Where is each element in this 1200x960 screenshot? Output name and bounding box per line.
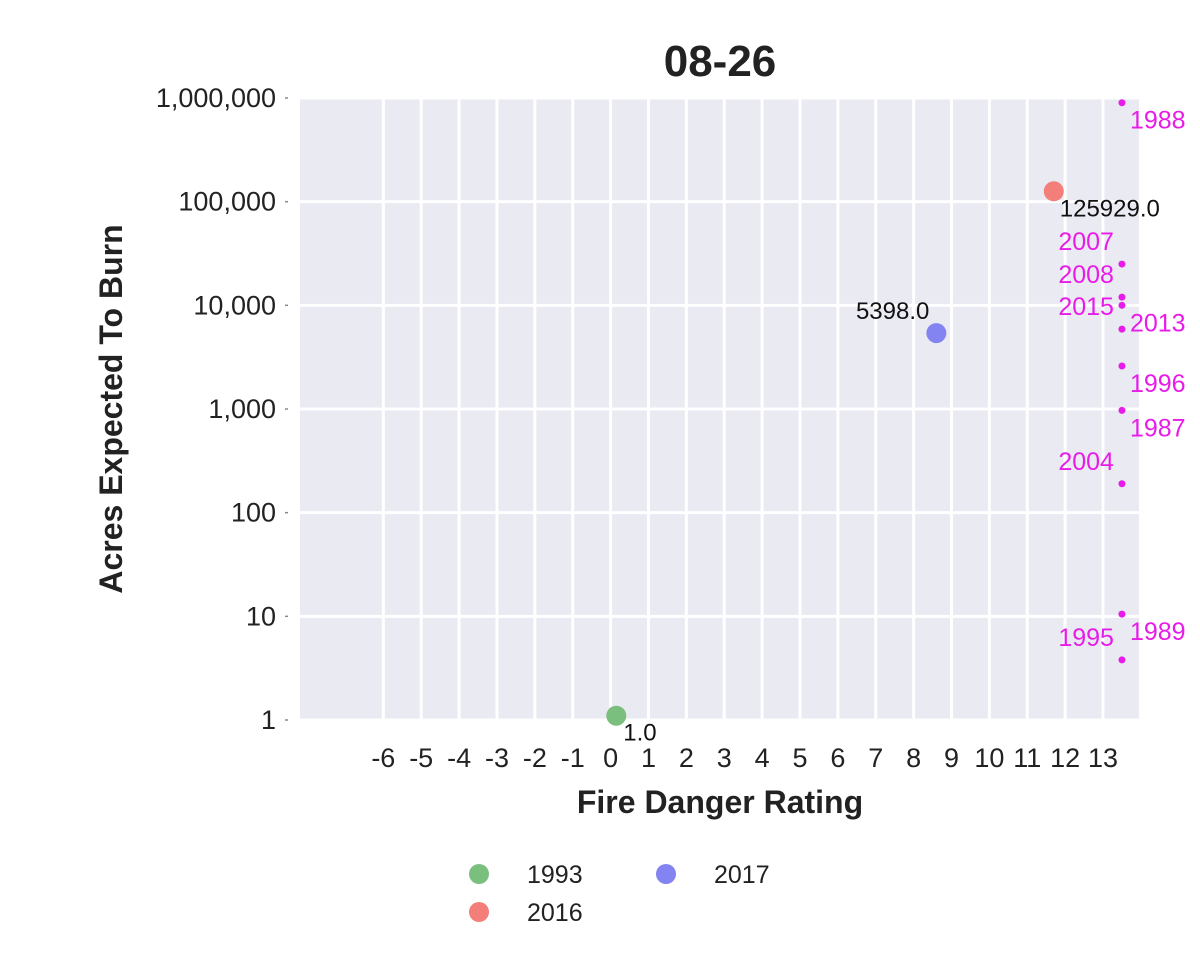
x-tick-label: 10 — [974, 743, 1004, 773]
y-tick-label: 1,000,000 — [156, 83, 276, 113]
legend-marker — [469, 864, 489, 884]
chart-title: 08-26 — [664, 37, 777, 86]
x-tick-label: -6 — [371, 743, 395, 773]
x-tick-label: 13 — [1088, 743, 1118, 773]
data-point — [606, 705, 627, 726]
historical-point — [1118, 406, 1126, 414]
historical-point — [1118, 301, 1126, 309]
y-tick-label: 1,000 — [208, 394, 276, 424]
data-points: 1.0 125929.0 5398.0 — [606, 181, 1160, 747]
y-axis-label: Acres Expected To Burn — [93, 224, 129, 593]
legend-marker — [469, 902, 489, 922]
historical-year-label: 2008 — [1058, 261, 1114, 289]
x-tick-label: 7 — [868, 743, 883, 773]
x-tick-label: -5 — [409, 743, 433, 773]
legend-marker — [656, 864, 676, 884]
y-tick-label: 100 — [231, 498, 276, 528]
x-tick-label: 5 — [792, 743, 807, 773]
historical-year-label: 1996 — [1130, 370, 1186, 398]
y-tick-label: 100,000 — [178, 187, 276, 217]
grid-lines — [300, 96, 1139, 722]
historical-point — [1118, 656, 1126, 664]
historical-point — [1118, 260, 1126, 268]
x-axis-label: Fire Danger Rating — [577, 784, 863, 820]
y-tick-label: 10,000 — [193, 290, 276, 320]
x-tick-label: -1 — [561, 743, 585, 773]
historical-year-label: 2004 — [1058, 448, 1114, 476]
x-tick-label: 9 — [944, 743, 959, 773]
x-tick-label: -4 — [447, 743, 471, 773]
x-tick-label: 8 — [906, 743, 921, 773]
data-label: 1.0 — [623, 720, 656, 747]
x-tick-label: 0 — [603, 743, 618, 773]
data-label: 125929.0 — [1060, 195, 1160, 222]
y-tick-label: 10 — [246, 601, 276, 631]
x-tick-label: -3 — [485, 743, 509, 773]
x-tick-label: 6 — [830, 743, 845, 773]
historical-year-label: 1987 — [1130, 414, 1186, 442]
x-tick-label: 3 — [717, 743, 732, 773]
historical-point — [1118, 325, 1126, 333]
historical-point — [1118, 293, 1126, 301]
historical-year-label: 1989 — [1130, 618, 1186, 646]
legend-label: 2017 — [714, 861, 770, 889]
historical-point — [1118, 362, 1126, 370]
historical-year-label: 2013 — [1130, 309, 1186, 337]
data-point — [1043, 181, 1064, 202]
y-axis: 1 10 100 1,000 10,000 100,000 1,000,000 — [156, 83, 288, 735]
historical-year-label: 1988 — [1130, 107, 1186, 135]
legend-label: 1993 — [527, 861, 583, 889]
x-tick-label: -2 — [523, 743, 547, 773]
legend-label: 2016 — [527, 899, 583, 927]
x-tick-label: 1 — [641, 743, 656, 773]
historical-point — [1118, 480, 1126, 488]
x-tick-label: 4 — [755, 743, 770, 773]
historical-year-label: 2015 — [1058, 293, 1114, 321]
historical-point — [1118, 99, 1126, 107]
legend: 1993 2016 2017 — [469, 861, 770, 927]
historical-year-label: 2007 — [1058, 228, 1114, 256]
historical-years: 1988 2007 2008 2013 2015 1996 1987 2004 1989 1995 — [1058, 99, 1186, 664]
historical-point — [1118, 610, 1126, 618]
x-tick-label: 12 — [1050, 743, 1080, 773]
historical-year-label: 1995 — [1058, 624, 1114, 652]
y-tick-label: 1 — [261, 705, 276, 735]
x-tick-label: 11 — [1013, 743, 1041, 773]
data-label: 5398.0 — [856, 298, 929, 325]
x-tick-label: 2 — [679, 743, 694, 773]
data-point — [926, 323, 947, 344]
x-axis: -6 -5 -4 -3 -2 -1 0 1 2 3 4 5 6 7 8 9 10 11 12 13 — [371, 743, 1118, 773]
